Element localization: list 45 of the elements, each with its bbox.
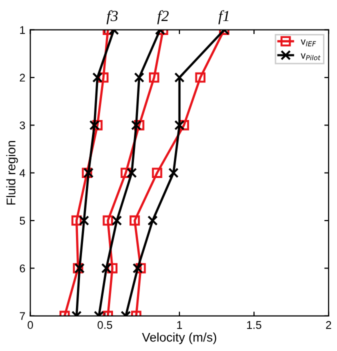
point bbox=[134, 120, 144, 130]
point bbox=[71, 215, 82, 226]
point bbox=[89, 120, 100, 130]
annotation: f1 bbox=[218, 10, 228, 24]
legend-label: v$_{Pilot}$ bbox=[300, 53, 321, 60]
point bbox=[152, 168, 162, 178]
x-tick-label: 0 bbox=[28, 321, 33, 329]
y-tick-label: 1 bbox=[20, 26, 25, 34]
y-tick-label: 4 bbox=[20, 169, 26, 177]
point bbox=[131, 120, 142, 130]
x-tick-label: 0.5 bbox=[98, 321, 112, 329]
point bbox=[102, 215, 114, 226]
point bbox=[174, 72, 185, 83]
point bbox=[92, 120, 103, 130]
point bbox=[195, 72, 206, 83]
x-tick-label: 2 bbox=[326, 321, 332, 329]
point bbox=[101, 263, 112, 274]
point bbox=[178, 120, 190, 130]
point bbox=[174, 120, 185, 130]
point bbox=[120, 168, 131, 178]
y-axis-title: Fluid region bbox=[6, 141, 18, 204]
point bbox=[147, 215, 158, 226]
y-tick-label: 2 bbox=[20, 74, 25, 82]
point bbox=[134, 72, 144, 83]
point bbox=[112, 215, 122, 226]
point bbox=[98, 72, 109, 83]
x-axis-title: Velocity (m/s) bbox=[142, 332, 216, 344]
y-tick-label: 3 bbox=[20, 121, 25, 130]
point bbox=[92, 72, 103, 83]
point bbox=[148, 72, 160, 83]
point bbox=[107, 263, 118, 274]
point bbox=[132, 263, 143, 274]
x-tick-label: 1 bbox=[177, 321, 182, 329]
y-tick-label: 6 bbox=[20, 264, 25, 272]
annotation: f3 bbox=[106, 10, 118, 24]
y-tick-label: 5 bbox=[20, 216, 26, 225]
x-tick-label: 1.5 bbox=[247, 321, 262, 329]
point bbox=[78, 215, 90, 226]
legend-label: v$_{IEF}$ bbox=[300, 40, 316, 46]
point bbox=[130, 215, 140, 226]
y-tick-label: 7 bbox=[20, 312, 25, 320]
point bbox=[136, 263, 146, 274]
point bbox=[168, 168, 179, 178]
annotation: f2 bbox=[157, 10, 169, 24]
point bbox=[126, 168, 137, 178]
